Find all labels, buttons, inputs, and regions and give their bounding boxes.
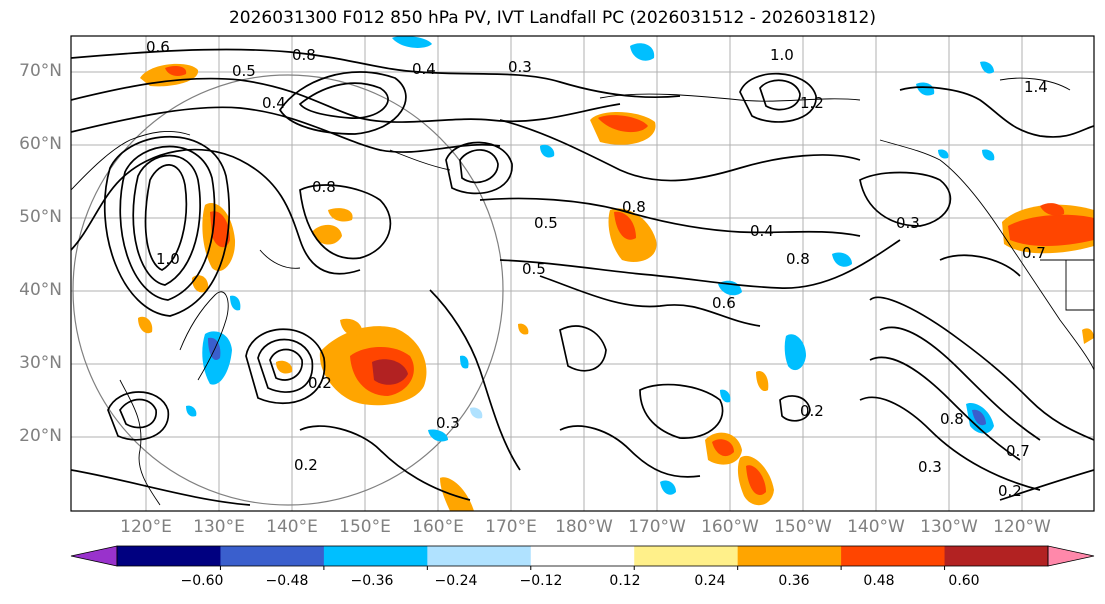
colorbar-tick: 0.12 [609,573,641,589]
contour-label: 0.8 [940,410,964,428]
contour-label: 0.3 [918,458,942,476]
colorbar-tick: 0.60 [948,573,980,589]
colorbar-bin [220,546,325,566]
colorbar-tick: −0.24 [434,573,478,589]
contour-label: 0.6 [712,294,736,312]
colorbar [70,545,1095,570]
lat-label-20n: 20°N [19,426,62,446]
lat-label-70n: 70°N [19,61,62,81]
lon-label-170e: 170°E [485,517,537,537]
colorbar-bin [323,546,428,566]
map-frame [70,35,1095,512]
contour-label: 0.4 [262,94,286,112]
contour-label: 0.7 [1006,442,1030,460]
contour-label: 0.5 [232,62,256,80]
contour-label: 0.8 [786,250,810,268]
colorbar-tick: 0.36 [778,573,810,589]
contour-label: 0.7 [1022,244,1046,262]
lon-label-150e: 150°E [339,517,391,537]
lon-label-130w: 130°W [920,517,978,537]
contour-label: 1.2 [800,94,824,112]
colorbar-tick: 0.48 [863,573,895,589]
contour-label: 0.2 [308,374,332,392]
contour-label: 0.3 [436,414,460,432]
positive-shading [138,63,1094,511]
colorbar-tick: −0.48 [265,573,309,589]
contour-label: 0.8 [292,46,316,64]
contour-label: 0.6 [146,38,170,56]
contour-label: 0.2 [998,482,1022,500]
colorbar-bin [530,546,635,566]
colorbar-bin [117,546,221,566]
lat-label-30n: 30°N [19,353,62,373]
lon-label-160w: 160°W [701,517,759,537]
lon-label-120e: 120°E [120,517,172,537]
lon-label-170w: 170°W [628,517,686,537]
negative-shading [186,36,995,495]
colorbar-tick: −0.60 [180,573,224,589]
lon-label-160e: 160°E [412,517,464,537]
lon-label-150w: 150°W [774,517,832,537]
contour-label: 0.3 [896,214,920,232]
contour-label: 0.3 [508,58,532,76]
colorbar-bin [944,546,1049,566]
lat-label-50n: 50°N [19,207,62,227]
lon-label-180w: 180°W [555,517,613,537]
pv-contours [71,48,1094,506]
contour-label: 0.4 [750,222,774,240]
contour-label: 0.4 [412,60,436,78]
coastlines [71,77,1094,506]
lat-label-60n: 60°N [19,134,62,154]
colorbar-bin [737,546,842,566]
contour-label: 0.5 [522,260,546,278]
map-title: 2026031300 F012 850 hPa PV, IVT Landfall… [228,8,876,28]
contour-label: 0.8 [312,178,336,196]
colorbar-extension-high [1047,545,1095,567]
lon-label-120w: 120°W [993,517,1051,537]
colorbar-tick: 0.24 [694,573,726,589]
colorbar-tick: −0.36 [350,573,394,589]
contour-label: 0.8 [622,198,646,216]
contour-label: 1.4 [1024,78,1048,96]
colorbar-bin [634,546,739,566]
colorbar-tick: −0.12 [519,573,563,589]
lon-label-130e: 130°E [193,517,245,537]
colorbar-bin [841,546,946,566]
contour-label: 0.5 [534,214,558,232]
contour-labels: 0.6 0.5 0.8 0.4 0.3 1.0 1.2 1.4 0.8 0.5 … [146,38,1048,500]
lon-label-140w: 140°W [847,517,905,537]
contour-label: 0.2 [800,402,824,420]
contour-label: 1.0 [770,46,794,64]
colorbar-frame [116,545,1049,567]
contour-label: 0.2 [294,456,318,474]
landfall-range-circle [72,74,504,506]
contour-label: 1.0 [156,250,180,268]
colorbar-extension-low [70,545,118,567]
lat-label-40n: 40°N [19,280,62,300]
colorbar-bin [427,546,532,566]
lon-label-140e: 140°E [266,517,318,537]
